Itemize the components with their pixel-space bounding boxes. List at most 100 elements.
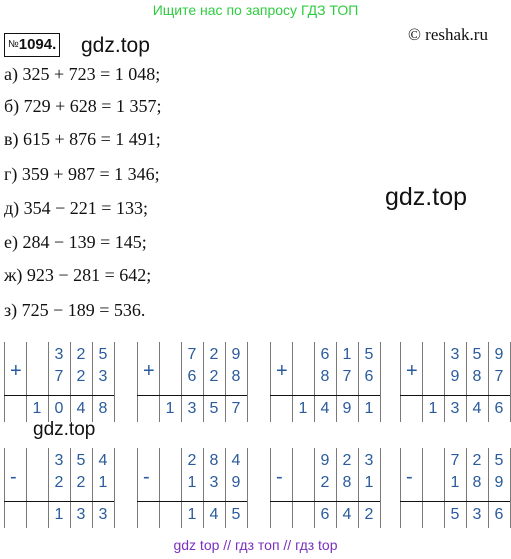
digit-second-operand: 1	[187, 474, 197, 491]
grid-line	[114, 448, 115, 528]
digit-second-operand: 2	[209, 368, 219, 385]
grid-line	[270, 448, 271, 528]
column-grid: +6 1 5 8 7 6 1 4 9 1	[270, 342, 382, 424]
digit-first-operand: 2	[187, 452, 197, 469]
grid-line	[203, 342, 204, 422]
equation-line: з) 725 − 189 = 536.	[4, 300, 146, 320]
digit-second-operand: 7	[342, 368, 352, 385]
grid-line	[181, 448, 182, 528]
digit-result: 5	[231, 506, 241, 523]
grid-line	[225, 448, 226, 528]
digit-result: 1	[298, 400, 308, 417]
digit-first-operand: 3	[364, 452, 374, 469]
digit-first-operand: 2	[76, 346, 86, 363]
digit-first-operand: 5	[472, 346, 482, 363]
digit-result: 3	[76, 506, 86, 523]
grid-line	[444, 448, 445, 528]
number-sign: №	[8, 39, 19, 50]
result-line	[270, 501, 380, 502]
digit-first-operand: 9	[320, 452, 330, 469]
digit-second-operand: 9	[494, 474, 504, 491]
digit-result: 1	[165, 400, 175, 417]
plus-sign: +	[276, 360, 288, 382]
grid-line	[92, 448, 93, 528]
equation-line: г) 359 + 987 = 1 346;	[4, 164, 160, 184]
watermark: gdz.top	[81, 34, 150, 57]
digit-first-operand: 3	[54, 346, 64, 363]
grid-line	[400, 342, 401, 422]
grid-line	[444, 342, 445, 422]
grid-line	[4, 342, 5, 422]
grid-line	[203, 448, 204, 528]
digit-second-operand: 1	[450, 474, 460, 491]
digit-second-operand: 7	[494, 368, 504, 385]
equation-line: е) 284 − 139 = 145;	[4, 232, 147, 252]
digit-result: 1	[54, 506, 64, 523]
grid-line	[422, 448, 423, 528]
digit-result: 1	[32, 400, 42, 417]
grid-line	[70, 448, 71, 528]
minus-sign: -	[10, 466, 17, 488]
grid-line	[70, 342, 71, 422]
grid-line	[380, 448, 381, 528]
digit-result: 4	[76, 400, 86, 417]
digit-result: 7	[231, 400, 241, 417]
digit-result: 0	[54, 400, 64, 417]
result-line	[400, 395, 510, 396]
digit-second-operand: 2	[76, 368, 86, 385]
digit-second-operand: 1	[364, 474, 374, 491]
digit-second-operand: 8	[472, 368, 482, 385]
footer-watermark: gdz top // гдз топ // гдз top	[173, 537, 338, 553]
digit-result: 4	[209, 506, 219, 523]
equation-line: б) 729 + 628 = 1 357;	[4, 96, 162, 116]
digit-second-operand: 6	[187, 368, 197, 385]
digit-second-operand: 2	[54, 474, 64, 491]
digit-first-operand: 2	[472, 452, 482, 469]
grid-line	[466, 342, 467, 422]
result-line	[400, 501, 510, 502]
digit-result: 6	[320, 506, 330, 523]
watermark: gdz.top	[385, 183, 468, 211]
result-line	[137, 395, 247, 396]
digit-result: 1	[187, 506, 197, 523]
digit-result: 9	[342, 400, 352, 417]
grid-line	[26, 448, 27, 528]
grid-line	[137, 342, 138, 422]
digit-result: 4	[472, 400, 482, 417]
digit-second-operand: 7	[54, 368, 64, 385]
digit-result: 2	[364, 506, 374, 523]
digit-result: 3	[472, 506, 482, 523]
digit-result: 5	[209, 400, 219, 417]
digit-first-operand: 7	[450, 452, 460, 469]
plus-sign: +	[406, 360, 418, 382]
digit-second-operand: 8	[320, 368, 330, 385]
digit-second-operand: 8	[342, 474, 352, 491]
digit-result: 4	[342, 506, 352, 523]
grid-line	[466, 448, 467, 528]
digit-first-operand: 5	[364, 346, 374, 363]
task-number-value: 1094.	[18, 36, 57, 53]
equation-line: ж) 923 − 281 = 642;	[4, 265, 152, 285]
grid-line	[314, 448, 315, 528]
digit-second-operand: 3	[98, 368, 108, 385]
grid-line	[26, 342, 27, 422]
digit-result: 1	[364, 400, 374, 417]
grid-line	[92, 342, 93, 422]
grid-line	[380, 342, 381, 422]
grid-line	[247, 342, 248, 422]
grid-line	[292, 342, 293, 422]
digit-result: 6	[494, 506, 504, 523]
digit-result: 1	[428, 400, 438, 417]
minus-sign: -	[406, 466, 413, 488]
grid-line	[181, 342, 182, 422]
result-line	[4, 395, 114, 396]
grid-line	[358, 448, 359, 528]
watermark: gdz.top	[33, 419, 96, 440]
grid-line	[225, 342, 226, 422]
digit-first-operand: 9	[494, 346, 504, 363]
promo-banner: Ищите нас по запросу ГДЗ ТОП	[152, 2, 359, 18]
digit-result: 3	[98, 506, 108, 523]
digit-first-operand: 2	[342, 452, 352, 469]
